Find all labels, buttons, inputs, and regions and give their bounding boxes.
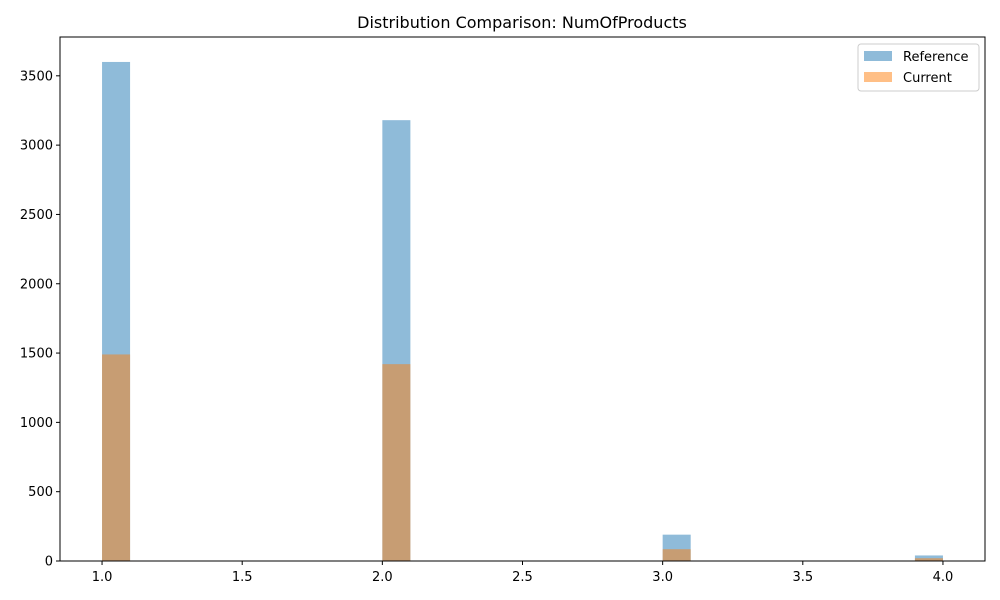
- y-tick-label: 500: [28, 485, 53, 500]
- x-tick-label: 1.0: [92, 570, 113, 585]
- bar-current-1: [382, 364, 411, 561]
- y-tick-label: 2500: [20, 208, 53, 223]
- bar-current-2: [662, 549, 691, 561]
- bars-layer: [102, 61, 943, 561]
- plot-area-frame: [59, 36, 986, 562]
- y-tick-label: 2000: [20, 277, 53, 292]
- legend-swatch-reference: [864, 51, 892, 61]
- x-tick-label: 3.0: [652, 570, 673, 585]
- bar-current-3: [914, 558, 943, 561]
- x-tick-label: 2.0: [372, 570, 393, 585]
- legend-label-reference: Reference: [903, 50, 968, 65]
- legend-swatch-current: [864, 72, 892, 82]
- bar-current-0: [102, 354, 131, 561]
- y-axis: 0 500 1000 1500 2000 2500 3000 3500: [20, 69, 60, 570]
- x-axis: 1.0 1.5 2.0 2.5 3.0 3.5 4.0: [92, 561, 954, 585]
- y-tick-label: 1500: [20, 347, 53, 362]
- legend-label-current: Current: [903, 71, 952, 86]
- y-tick-label: 3500: [20, 69, 53, 84]
- y-tick-label: 3000: [20, 139, 53, 154]
- y-tick-label: 1000: [20, 416, 53, 431]
- legend: Reference Current: [857, 43, 980, 92]
- x-tick-label: 4.0: [933, 570, 954, 585]
- x-tick-label: 3.5: [792, 570, 813, 585]
- x-tick-label: 2.5: [512, 570, 533, 585]
- y-tick-label: 0: [45, 555, 53, 570]
- chart-title: Distribution Comparison: NumOfProducts: [357, 13, 687, 32]
- x-tick-label: 1.5: [232, 570, 253, 585]
